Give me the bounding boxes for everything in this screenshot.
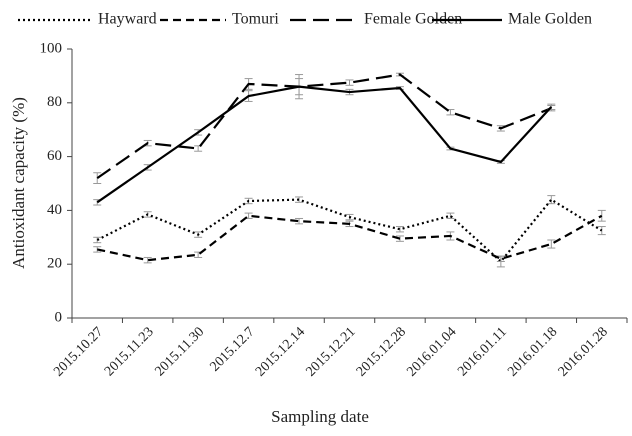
x-tick-label: 2015.12.14	[253, 324, 308, 379]
legend-label: Female Golden	[364, 11, 462, 28]
x-axis-label: Sampling date	[271, 407, 369, 426]
x-tick-label: 2015.11.23	[102, 324, 157, 379]
y-tick-label: 20	[47, 256, 62, 272]
x-tick-label: 2015.12.21	[303, 324, 358, 379]
x-tick-label: 2015.12.7	[207, 324, 257, 374]
x-tick-label: 2015.11.30	[152, 324, 207, 379]
legend-label: Hayward	[98, 11, 157, 28]
series-line	[96, 85, 553, 204]
x-tick-label: 2016.01.04	[404, 324, 459, 379]
y-axis-label: Antioxidant capacity (%)	[9, 97, 28, 269]
y-tick-label: 40	[47, 202, 62, 218]
x-tick-label: 2016.01.11	[455, 324, 510, 379]
y-tick-label: 100	[40, 40, 63, 56]
y-tick-label: 80	[47, 94, 62, 110]
legend-label: Male Golden	[508, 11, 592, 28]
y-tick-label: 0	[55, 309, 63, 325]
x-tick-label: 2015.10.27	[51, 324, 106, 379]
x-tick-label: 2016.01.18	[505, 324, 560, 379]
y-tick-label: 60	[47, 148, 62, 164]
x-tick-label: 2016.01.28	[556, 324, 611, 379]
series-line	[96, 214, 603, 262]
x-tick-label: 2015.12.28	[354, 324, 409, 379]
legend-label: Tomuri	[232, 11, 279, 28]
series-line	[96, 198, 603, 264]
